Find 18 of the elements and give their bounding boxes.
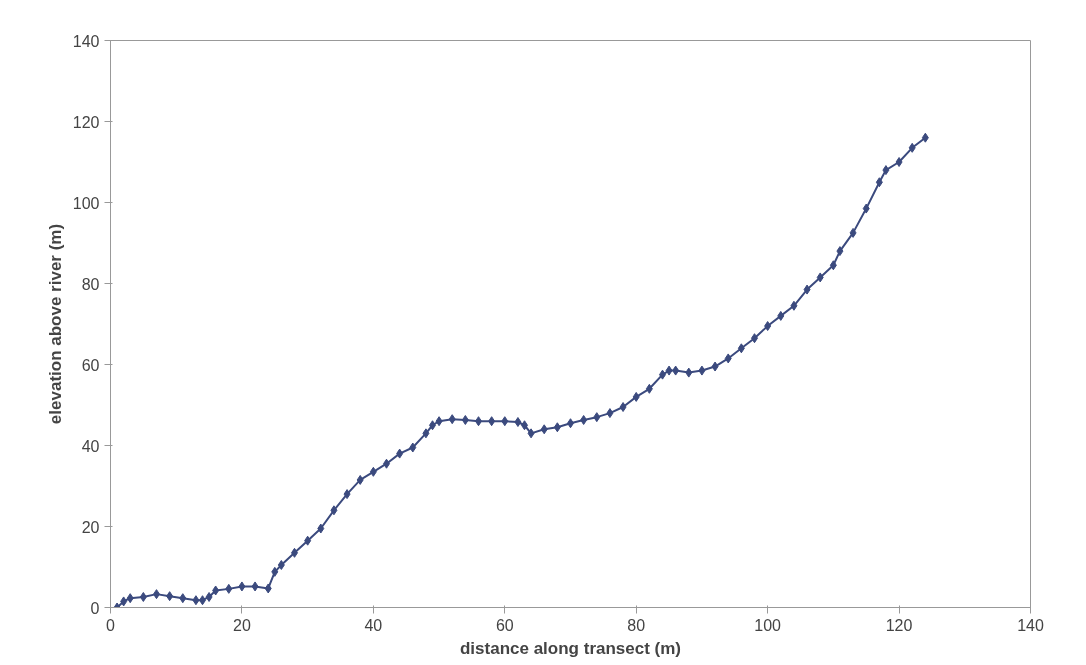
y-tick-label: 20: [81, 518, 100, 536]
y-axis-title: elevation above river (m): [45, 223, 65, 425]
x-tick-label: 60: [495, 616, 514, 634]
x-axis-title: distance along transect (m): [459, 638, 682, 658]
y-tick-label: 140: [72, 32, 100, 50]
x-tick-label: 80: [627, 616, 646, 634]
y-tick-label: 120: [72, 113, 100, 131]
y-tick-label: 80: [81, 275, 100, 293]
x-tick-label: 40: [364, 616, 383, 634]
y-tick-label: 0: [90, 599, 100, 617]
x-tick-label: 0: [106, 616, 116, 634]
x-tick-label: 100: [754, 616, 782, 634]
x-tick-label: 140: [1017, 616, 1044, 634]
y-tick-label: 100: [72, 194, 100, 212]
y-tick-label: 60: [81, 356, 100, 374]
y-tick-label: 40: [81, 437, 100, 455]
x-tick-label: 20: [233, 616, 251, 634]
x-tick-label: 120: [885, 616, 913, 634]
